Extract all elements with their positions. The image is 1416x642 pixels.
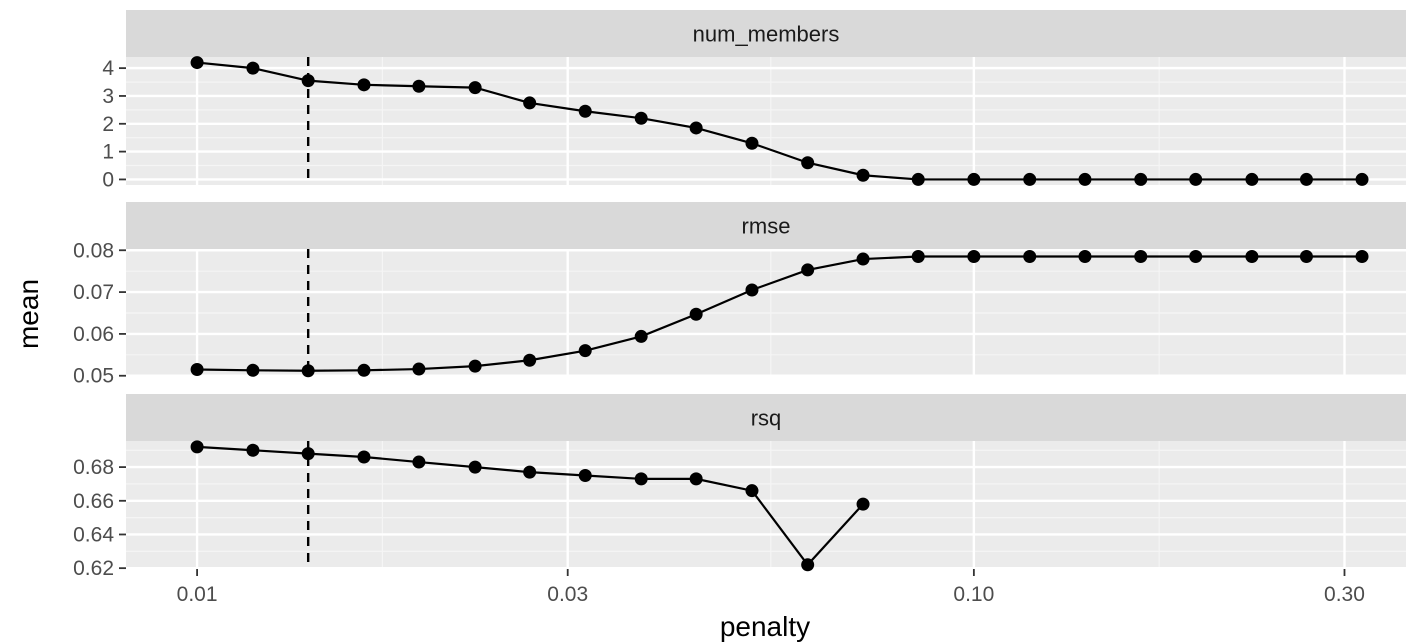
y-tick-label: 0.06: [73, 323, 114, 346]
data-point: [1299, 172, 1313, 186]
x-axis: 0.01 0.03 0.10 0.30: [177, 569, 1365, 606]
x-tick-label: 0.30: [1324, 583, 1365, 606]
y-tick-label: 0.68: [73, 456, 114, 479]
facet-strip: [126, 10, 1406, 57]
x-tick-label: 0.10: [953, 583, 994, 606]
data-point: [246, 443, 260, 457]
data-point: [578, 104, 592, 118]
data-point: [634, 111, 648, 125]
panel-background: [126, 441, 1406, 569]
data-point: [1023, 250, 1037, 264]
data-point: [357, 450, 371, 464]
data-point: [745, 136, 759, 150]
data-point: [468, 81, 482, 95]
data-point: [911, 172, 925, 186]
data-point: [468, 460, 482, 474]
data-point: [1245, 172, 1259, 186]
data-point: [523, 353, 537, 367]
data-point: [301, 364, 315, 378]
data-point: [634, 329, 648, 343]
panel-background: [126, 57, 1406, 185]
facet-strip: [126, 202, 1406, 249]
y-tick-label: 2: [102, 113, 114, 136]
facet-rsq: rsq 0.62 0.64 0.66 0.68: [73, 394, 1406, 580]
data-point: [190, 362, 204, 376]
data-point: [190, 440, 204, 454]
data-point: [412, 455, 426, 469]
data-point: [801, 156, 815, 170]
facet-strip-label: rsq: [751, 406, 782, 431]
data-point: [357, 363, 371, 377]
data-point: [856, 497, 870, 511]
data-point: [468, 359, 482, 373]
y-tick-label: 0.07: [73, 281, 114, 304]
series-line-rmse: [197, 255, 1363, 372]
facet-strip-label: num_members: [693, 22, 840, 47]
data-point: [1078, 172, 1092, 186]
data-point: [1189, 172, 1203, 186]
data-point: [1189, 250, 1203, 264]
data-point: [523, 96, 537, 110]
data-point: [801, 558, 815, 572]
series-line-num_members: [196, 61, 1363, 181]
data-point: [246, 61, 260, 75]
data-point: [967, 250, 981, 264]
data-point: [1299, 250, 1313, 264]
y-tick-label: 0.62: [73, 557, 114, 580]
data-point: [301, 74, 315, 88]
data-point: [967, 172, 981, 186]
data-point: [412, 79, 426, 93]
data-point: [856, 168, 870, 182]
data-point: [1355, 250, 1369, 264]
x-axis-title: penalty: [720, 611, 810, 642]
facet-rmse: rmse 0.05 0.06 0.07 0.08: [73, 202, 1406, 388]
data-point: [190, 56, 204, 70]
data-point: [745, 484, 759, 498]
data-point: [689, 472, 703, 486]
data-point: [523, 465, 537, 479]
y-tick-label: 0: [102, 168, 114, 191]
data-point: [246, 363, 260, 377]
data-point: [689, 121, 703, 135]
data-point: [689, 307, 703, 321]
y-tick-label: 0.64: [73, 523, 114, 546]
facet-strip-label: rmse: [742, 214, 791, 239]
y-tick-label: 0.66: [73, 490, 114, 513]
facet-panels: num_members 0 1 2 3 4 rmse 0.05 0.06 0.07 0.08 rsq 0…: [73, 10, 1406, 580]
x-tick-label: 0.01: [177, 583, 218, 606]
data-point: [634, 472, 648, 486]
data-point: [1134, 172, 1148, 186]
data-point: [578, 344, 592, 358]
data-point: [856, 252, 870, 266]
data-point: [1134, 250, 1148, 264]
data-point: [1355, 172, 1369, 186]
y-axis-title: mean: [13, 279, 44, 349]
facet-num_members: num_members 0 1 2 3 4: [102, 10, 1406, 191]
x-tick-label: 0.03: [547, 583, 588, 606]
data-point: [412, 362, 426, 376]
y-tick-label: 3: [102, 85, 114, 108]
data-point: [1078, 250, 1092, 264]
facet-strip: [126, 394, 1406, 441]
y-tick-label: 1: [102, 141, 114, 164]
y-tick-label: 4: [102, 57, 114, 80]
data-point: [357, 78, 371, 92]
data-point: [801, 263, 815, 277]
data-point: [911, 250, 925, 264]
data-point: [745, 283, 759, 297]
data-point: [578, 469, 592, 483]
data-point: [1023, 172, 1037, 186]
y-tick-label: 0.08: [73, 239, 114, 262]
data-point: [301, 447, 315, 461]
y-tick-label: 0.05: [73, 365, 114, 388]
data-point: [1245, 250, 1259, 264]
